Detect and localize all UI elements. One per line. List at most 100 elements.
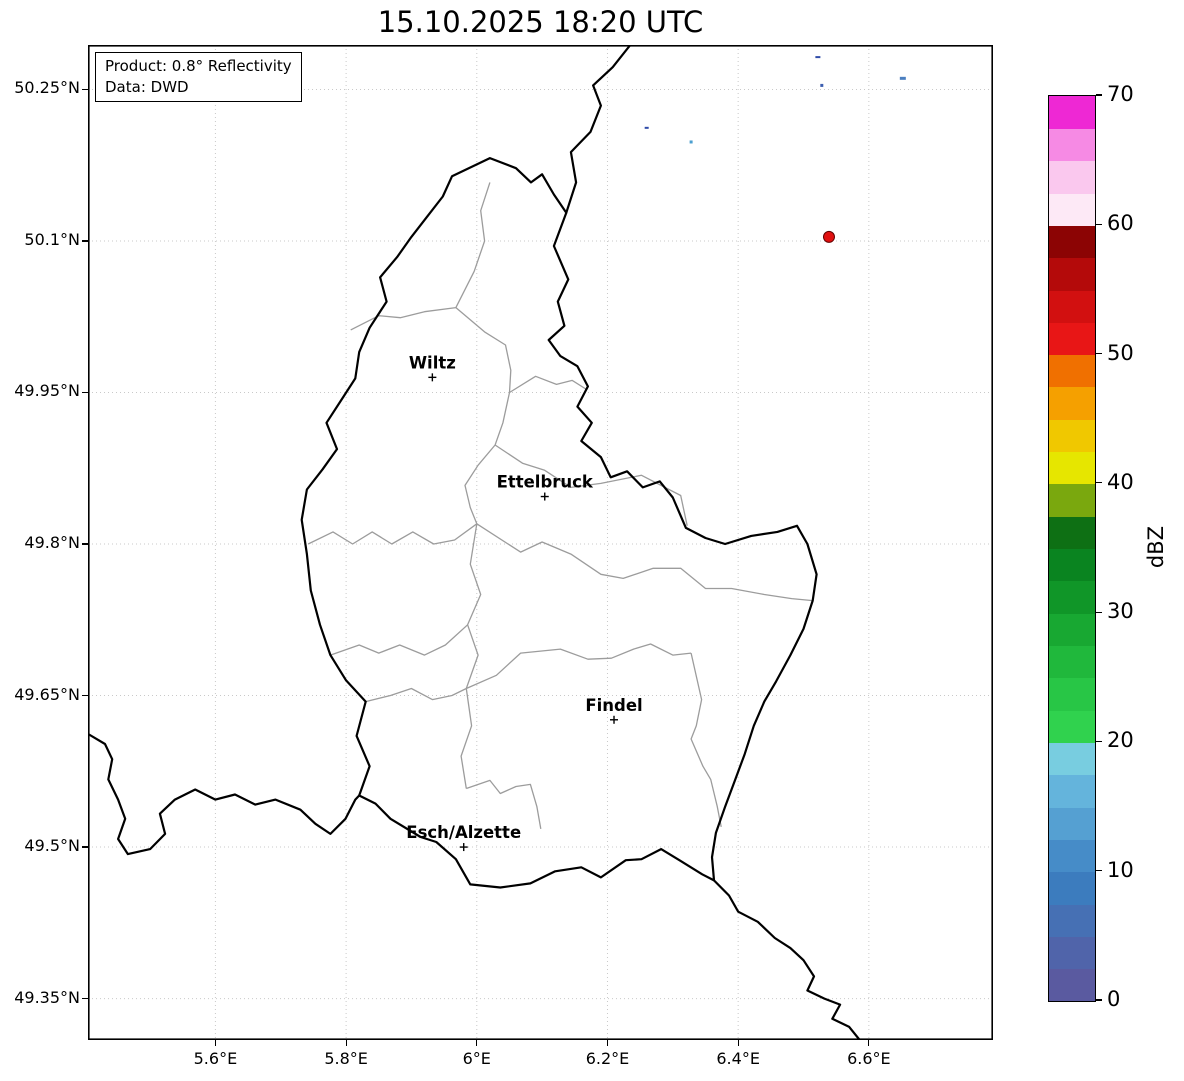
radar-echo-speckle <box>820 83 824 87</box>
y-axis-tick-label: 49.5°N <box>24 836 80 856</box>
product-info-line: Product: 0.8° Reflectivity <box>105 57 292 75</box>
colorbar-tick-label: 20 <box>1107 728 1134 753</box>
colorbar <box>1048 95 1096 1002</box>
regional-border-path <box>690 652 722 828</box>
figure-title: 15.10.2025 18:20 UTC <box>377 5 704 39</box>
y-axis-tick-label: 49.35°N <box>14 987 80 1007</box>
colorbar-tick-label: 10 <box>1107 857 1134 882</box>
radar-echo-speckle <box>689 140 693 144</box>
x-axis-tick-label: 6°E <box>462 1049 491 1068</box>
data-source-line: Data: DWD <box>105 78 189 96</box>
colorbar-gradient <box>1049 96 1095 1001</box>
regional-border-path <box>476 523 813 602</box>
colorbar-segment <box>1049 160 1095 194</box>
x-axis-tick-mark <box>476 1040 478 1046</box>
colorbar-segment <box>1049 289 1095 323</box>
y-axis-tick-label: 49.65°N <box>14 684 80 704</box>
regional-border-path <box>494 444 688 526</box>
colorbar-segment <box>1049 516 1095 550</box>
france-belgium-border <box>88 732 361 856</box>
regional-border-path <box>330 624 469 656</box>
colorbar-segment <box>1049 904 1095 937</box>
regional-border-path <box>455 182 491 308</box>
colorbar-tick-label: 40 <box>1107 469 1134 494</box>
colorbar-segment <box>1049 871 1095 905</box>
y-axis-tick-label: 49.95°N <box>14 381 80 401</box>
x-axis-tick-mark <box>606 1040 609 1046</box>
y-axis-tick-label: 49.8°N <box>24 533 80 552</box>
colorbar-tick-mark <box>1096 611 1102 613</box>
y-axis-tick-mark <box>82 997 88 1000</box>
colorbar-segment <box>1049 613 1095 647</box>
x-axis-tick-label: 6.4°E <box>716 1049 760 1068</box>
belgium-germany-border <box>565 45 632 214</box>
colorbar-tick-label: 0 <box>1107 987 1121 1011</box>
regional-border-path <box>307 523 478 545</box>
colorbar-segment <box>1049 936 1095 970</box>
colorbar-tick-mark <box>1096 223 1102 225</box>
city-label: Esch/Alzette <box>406 823 521 842</box>
colorbar-axis-label: dBZ <box>1144 525 1168 569</box>
x-axis-tick-label: 6.6°E <box>847 1049 891 1068</box>
city-label: Ettelbruck <box>497 473 594 492</box>
x-axis-tick-mark <box>868 1040 870 1046</box>
y-axis-tick-mark <box>82 694 88 697</box>
y-axis-tick-mark <box>82 240 88 242</box>
colorbar-segment <box>1049 645 1095 679</box>
y-axis-tick-label: 50.1°N <box>24 229 80 249</box>
regional-border-path <box>466 779 542 830</box>
colorbar-tick-mark <box>1096 352 1102 355</box>
radar-echo-cell <box>822 230 835 243</box>
colorbar-segment <box>1049 839 1095 873</box>
colorbar-segment <box>1049 96 1095 129</box>
city-label: Wiltz <box>409 353 456 372</box>
colorbar-segment <box>1049 451 1095 485</box>
regional-border-path <box>509 375 587 394</box>
radar-echo-speckle <box>899 76 906 80</box>
luxembourg-border <box>300 157 818 889</box>
map-svg: Wiltz Ettelbruck Findel Esch/Alzette <box>88 45 993 1040</box>
colorbar-tick-mark <box>1096 94 1102 96</box>
colorbar-segment <box>1049 386 1095 420</box>
colorbar-segment <box>1049 807 1095 840</box>
colorbar-tick-mark <box>1096 740 1102 743</box>
colorbar-segment <box>1049 742 1095 776</box>
x-axis-tick-label: 5.6°E <box>193 1049 238 1068</box>
colorbar-segment <box>1049 580 1095 614</box>
plot-frame <box>88 45 993 1040</box>
regional-border-path <box>466 643 692 690</box>
city-label: Findel <box>585 696 642 715</box>
colorbar-segment <box>1049 128 1095 162</box>
x-axis-tick-label: 6.2°E <box>585 1049 630 1068</box>
map-plot-area: Wiltz Ettelbruck Findel Esch/Alzette Produc… <box>88 45 993 1040</box>
colorbar-tick-mark <box>1096 870 1102 872</box>
y-axis-tick-label: 50.25°N <box>14 78 80 98</box>
x-axis-tick-mark <box>737 1040 739 1046</box>
colorbar-segment <box>1049 419 1095 453</box>
colorbar-segment <box>1049 322 1095 356</box>
product-info-box: Product: 0.8° Reflectivity Data: DWD <box>95 52 302 102</box>
y-axis-tick-mark <box>82 846 88 848</box>
colorbar-tick-label: 50 <box>1107 340 1134 365</box>
colorbar-segment <box>1049 710 1095 744</box>
colorbar-tick-mark <box>1096 482 1102 484</box>
radar-echo-speckle <box>815 56 821 59</box>
colorbar-segment <box>1049 774 1095 808</box>
colorbar-segment <box>1049 354 1095 388</box>
x-axis-tick-mark <box>345 1040 347 1046</box>
regional-border-path <box>460 523 482 789</box>
colorbar-segment <box>1049 548 1095 582</box>
regional-border-path <box>464 392 511 525</box>
x-axis-tick-mark <box>214 1040 216 1046</box>
colorbar-segment <box>1049 483 1095 517</box>
regional-border-path <box>365 687 467 703</box>
colorbar-tick-label: 70 <box>1107 82 1134 106</box>
colorbar-segment <box>1049 257 1095 291</box>
y-axis-tick-mark <box>82 88 88 91</box>
france-germany-border <box>712 879 861 1040</box>
colorbar-tick-label: 30 <box>1107 599 1134 624</box>
colorbar-tick-label: 60 <box>1107 211 1134 236</box>
colorbar-segment <box>1049 192 1095 226</box>
radar-echo-speckle <box>644 126 649 129</box>
